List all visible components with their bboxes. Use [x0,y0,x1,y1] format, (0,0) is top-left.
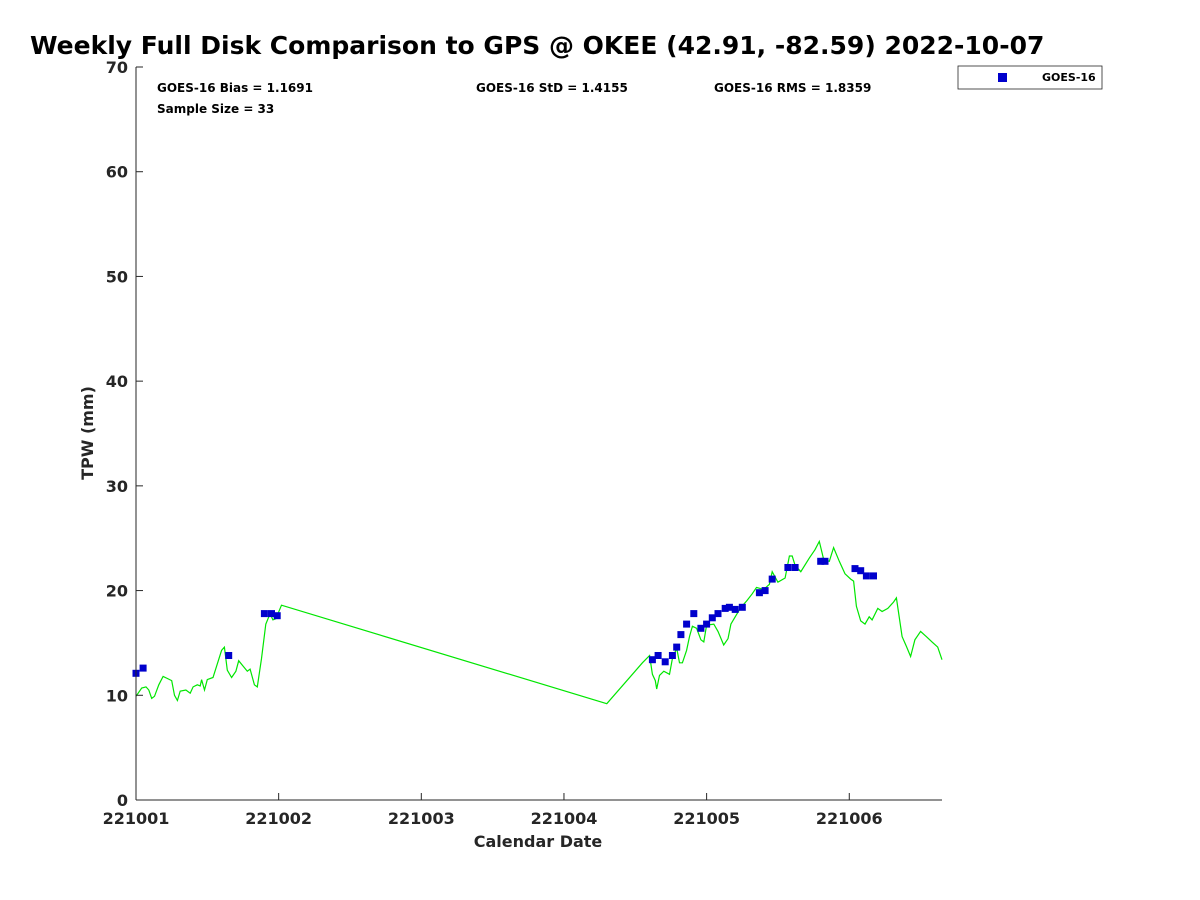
x-tick-label: 221003 [388,809,455,828]
goes-16-point [731,605,739,613]
sample-size-stat: Sample Size = 33 [157,102,274,116]
y-tick-label: 20 [106,582,128,601]
y-axis-label: TPW (mm) [78,386,97,480]
goes-16-point [821,557,829,565]
goes-16-point [784,564,792,571]
legend: GOES-16 [957,65,1103,90]
x-tick-label: 221004 [531,809,598,828]
goes-16-point [268,610,275,618]
goes-16-point [677,631,685,639]
goes-16-point [703,620,711,628]
chart-title: Weekly Full Disk Comparison to GPS @ OKE… [30,31,1044,60]
goes-16-point [721,604,729,612]
gps-line [135,539,943,705]
x-axis-label: Calendar Date [474,832,603,851]
bias-stat: GOES-16 Bias = 1.1691 [157,81,313,95]
x-tick-label: 221001 [103,809,170,828]
y-tick-label: 10 [106,686,128,705]
goes-16-point [738,603,746,611]
legend-marker-goes-16 [998,73,1007,82]
goes-16-point [725,603,733,611]
goes-16-point [870,572,877,580]
y-ticks: 0 10 20 30 40 50 60 70 [106,58,143,810]
x-tick-label: 221002 [245,809,312,828]
goes-16-point [755,589,763,597]
goes-16-point [768,575,776,583]
goes-16-point [862,572,870,580]
gps-line-group [135,539,943,705]
y-tick-label: 70 [106,58,128,77]
y-tick-label: 40 [106,372,128,391]
goes-16-point [697,624,705,632]
x-ticks: 221001 221002 221003 221004 221005 221006 [103,793,883,828]
goes-16-point [648,656,656,664]
goes-16-point [791,564,799,571]
goes-16-point [225,652,233,659]
goes-16-point [708,614,716,622]
goes-16-point [673,643,681,651]
goes-16-point [668,652,676,659]
goes-16-point [273,612,281,620]
x-tick-label: 221005 [673,809,740,828]
goes-16-point [654,652,662,659]
goes-16-point [661,658,669,666]
goes-16-point [761,587,769,595]
goes-16-point [817,557,825,565]
y-tick-label: 0 [117,791,128,810]
goes-16-point [690,610,698,618]
legend-label-goes-16: GOES-16 [1042,71,1096,84]
plot-area [136,67,942,800]
std-stat: GOES-16 StD = 1.4155 [476,81,628,95]
goes-16-point [857,567,865,575]
rms-stat: GOES-16 RMS = 1.8359 [714,81,871,95]
goes-16-point [683,620,691,628]
goes-16-point [139,664,147,672]
y-tick-label: 50 [106,267,128,286]
y-tick-label: 30 [106,477,128,496]
goes-16-point [260,610,268,618]
y-tick-label: 60 [106,163,128,182]
legend-box [957,65,1103,90]
goes-16-point [851,565,859,573]
goes-16-point [714,610,722,618]
x-tick-label: 221006 [816,809,883,828]
